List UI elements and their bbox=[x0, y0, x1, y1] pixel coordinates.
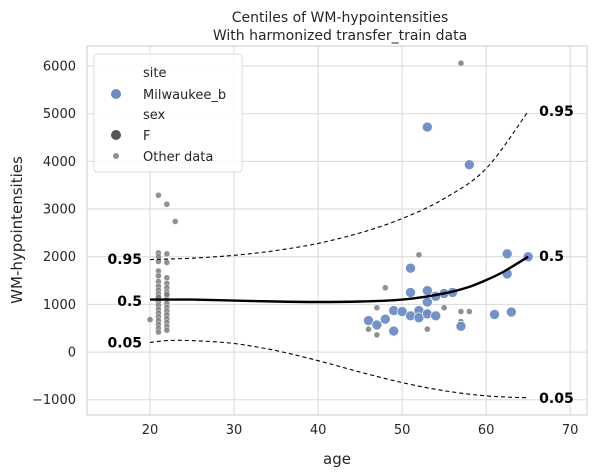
x-tick-label: 40 bbox=[310, 423, 327, 438]
legend-label: Other data bbox=[143, 150, 213, 165]
y-tick-label: 5000 bbox=[43, 107, 76, 122]
other-data-point bbox=[163, 201, 171, 208]
chart-title: Centiles of WM-hypointensities bbox=[232, 10, 449, 26]
site-data-point bbox=[388, 325, 400, 337]
centile-lines bbox=[149, 110, 529, 399]
other-data-point bbox=[457, 59, 465, 67]
centile-line-0.5 bbox=[149, 255, 529, 304]
other-data-point bbox=[163, 259, 171, 266]
site-data-point bbox=[396, 306, 408, 317]
other-data-point bbox=[415, 251, 423, 259]
centile-line-0.95 bbox=[149, 110, 529, 261]
y-tick-label: −1000 bbox=[32, 393, 76, 408]
other-data-point bbox=[440, 304, 448, 311]
centile-label-right: 0.5 bbox=[539, 249, 564, 265]
centile-label-left: 0.5 bbox=[117, 294, 142, 310]
site-data-point bbox=[430, 310, 442, 322]
y-tick-label: 6000 bbox=[43, 60, 76, 75]
other-data-point bbox=[373, 331, 381, 339]
centile-label-left: 0.05 bbox=[107, 336, 142, 352]
axis-ticks: 20 30 40 50 60 70 −1000 0 1000 2000 3000 4000 5000 60… bbox=[32, 60, 578, 438]
centile-label-left: 0.95 bbox=[107, 252, 142, 268]
x-tick-label: 60 bbox=[478, 423, 495, 438]
other-data-points bbox=[146, 59, 473, 339]
y-tick-label: 3000 bbox=[43, 203, 76, 218]
other-data-point bbox=[146, 316, 154, 323]
site-data-point bbox=[455, 321, 467, 332]
legend-marker bbox=[111, 130, 121, 140]
legend-marker bbox=[111, 89, 121, 99]
other-data-point bbox=[163, 274, 171, 281]
other-data-point bbox=[155, 272, 162, 279]
x-axis-label: age bbox=[323, 450, 351, 468]
y-tick-label: 4000 bbox=[43, 155, 76, 170]
centile-label-right: 0.95 bbox=[539, 104, 574, 120]
legend-header: sex bbox=[143, 108, 166, 123]
site-data-point bbox=[422, 121, 433, 133]
site-data-point bbox=[506, 306, 517, 318]
y-tick-label: 0 bbox=[68, 346, 76, 361]
y-tick-label: 1000 bbox=[43, 298, 76, 313]
other-data-point bbox=[172, 218, 179, 225]
other-data-point bbox=[382, 284, 389, 291]
other-data-point bbox=[457, 308, 465, 315]
centile-label-right: 0.05 bbox=[539, 391, 574, 407]
legend-label: F bbox=[143, 129, 150, 144]
other-data-point bbox=[163, 326, 171, 334]
other-data-point bbox=[155, 258, 162, 265]
other-data-point bbox=[466, 308, 473, 315]
legend-label: Milwaukee_b bbox=[143, 88, 226, 103]
x-tick-label: 20 bbox=[142, 423, 159, 438]
legend-box bbox=[93, 53, 243, 173]
other-data-point bbox=[163, 291, 171, 298]
site-data-point bbox=[405, 287, 416, 298]
other-data-point bbox=[365, 325, 372, 333]
y-tick-label: 2000 bbox=[43, 250, 76, 265]
other-data-point bbox=[373, 304, 381, 311]
centile-line-0.05 bbox=[149, 339, 529, 399]
chart-subtitle: With harmonized transfer_train data bbox=[213, 28, 467, 44]
site-data-point bbox=[489, 309, 500, 320]
site-data-point bbox=[464, 159, 475, 171]
other-data-point bbox=[155, 192, 162, 199]
x-tick-label: 50 bbox=[394, 423, 411, 438]
centile-labels: 0.95 0.95 0.5 0.5 0.05 0.05 bbox=[107, 104, 573, 407]
site-data-point bbox=[371, 319, 383, 331]
site-data-point bbox=[405, 262, 416, 274]
site-data-point bbox=[501, 248, 513, 260]
other-data-point bbox=[155, 328, 162, 336]
legend-header: site bbox=[143, 66, 166, 81]
x-tick-label: 70 bbox=[562, 423, 579, 438]
y-axis-label: WM-hypointensities bbox=[8, 156, 26, 304]
other-data-point bbox=[163, 250, 171, 258]
site-data-point bbox=[363, 315, 374, 326]
x-tick-label: 30 bbox=[226, 423, 243, 438]
other-data-point bbox=[424, 325, 431, 333]
site-data-point bbox=[380, 313, 391, 325]
legend-marker bbox=[113, 153, 119, 159]
site-data-point bbox=[422, 296, 433, 308]
chart-title-group: Centiles of WM-hypointensities With harm… bbox=[213, 10, 467, 44]
site-data-point bbox=[422, 285, 433, 296]
